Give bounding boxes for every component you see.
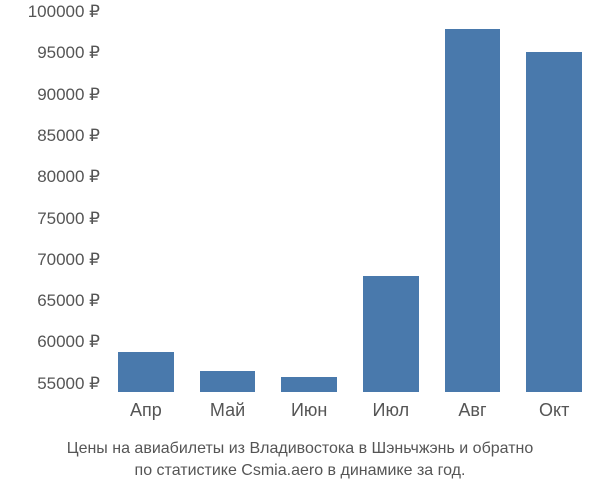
- y-tick-label: 75000 ₽: [0, 209, 100, 229]
- x-tick-label: Июл: [373, 400, 410, 421]
- y-tick-label: 60000 ₽: [0, 332, 100, 352]
- x-axis: Апр Май Июн Июл Авг Окт: [105, 400, 595, 430]
- y-axis: 55000 ₽ 60000 ₽ 65000 ₽ 70000 ₽ 75000 ₽ 80000…: [0, 12, 100, 392]
- chart-caption: Цены на авиабилеты из Владивостока в Шэн…: [0, 438, 600, 481]
- y-tick-label: 55000 ₽: [0, 374, 100, 394]
- y-tick-label: 85000 ₽: [0, 126, 100, 146]
- x-tick-label: Май: [210, 400, 245, 421]
- bar: [363, 276, 419, 392]
- bar: [526, 52, 582, 392]
- y-tick-label: 80000 ₽: [0, 167, 100, 187]
- y-tick-label: 95000 ₽: [0, 43, 100, 63]
- y-tick-label: 70000 ₽: [0, 250, 100, 270]
- x-tick-label: Апр: [130, 400, 162, 421]
- bar: [445, 29, 501, 392]
- x-tick-label: Июн: [291, 400, 327, 421]
- y-tick-label: 65000 ₽: [0, 291, 100, 311]
- bar: [281, 377, 337, 392]
- plot-area: [105, 12, 595, 392]
- y-tick-label: 100000 ₽: [0, 2, 100, 22]
- caption-line-1: Цены на авиабилеты из Владивостока в Шэн…: [8, 438, 592, 460]
- y-tick-label: 90000 ₽: [0, 85, 100, 105]
- caption-line-2: по статистике Csmia.aero в динамике за г…: [8, 460, 592, 482]
- bar: [200, 371, 256, 392]
- price-chart: 55000 ₽ 60000 ₽ 65000 ₽ 70000 ₽ 75000 ₽ 80000…: [0, 0, 600, 500]
- x-tick-label: Авг: [458, 400, 486, 421]
- x-tick-label: Окт: [539, 400, 569, 421]
- bar: [118, 352, 174, 392]
